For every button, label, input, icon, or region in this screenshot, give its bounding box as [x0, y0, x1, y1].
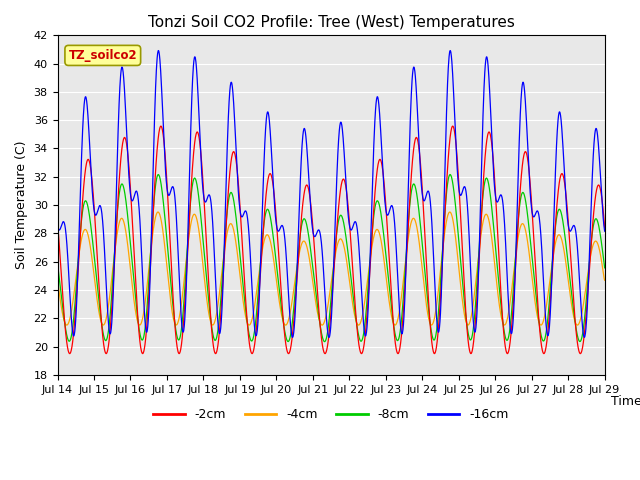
-16cm — [553, 137, 561, 143]
-8cm — [321, 339, 328, 345]
-2cm — [359, 347, 367, 353]
-16cm — [348, 227, 355, 233]
-8cm — [206, 311, 214, 317]
-2cm — [66, 351, 74, 357]
-8cm — [601, 265, 609, 271]
-16cm — [325, 335, 333, 340]
Text: TZ_soilco2: TZ_soilco2 — [68, 49, 137, 62]
-16cm — [207, 195, 214, 201]
Line: -8cm: -8cm — [58, 175, 605, 342]
-8cm — [347, 275, 355, 281]
-4cm — [54, 281, 61, 287]
-16cm — [568, 226, 576, 231]
-2cm — [54, 218, 61, 224]
Legend: -2cm, -4cm, -8cm, -16cm: -2cm, -4cm, -8cm, -16cm — [148, 403, 514, 426]
-16cm — [491, 183, 499, 189]
-4cm — [318, 322, 326, 328]
Line: -16cm: -16cm — [58, 50, 605, 337]
Line: -2cm: -2cm — [58, 126, 605, 354]
-16cm — [154, 48, 162, 53]
-2cm — [553, 204, 561, 210]
-8cm — [491, 232, 499, 238]
Y-axis label: Soil Temperature (C): Soil Temperature (C) — [15, 141, 28, 269]
-2cm — [491, 173, 499, 179]
-8cm — [54, 261, 61, 267]
-8cm — [359, 335, 367, 340]
-2cm — [157, 123, 164, 129]
X-axis label: Time: Time — [611, 395, 640, 408]
-2cm — [207, 313, 214, 319]
-8cm — [568, 294, 576, 300]
-16cm — [359, 315, 367, 321]
-8cm — [446, 172, 454, 178]
-4cm — [446, 209, 454, 215]
-4cm — [359, 310, 367, 316]
-2cm — [568, 274, 576, 280]
-4cm — [601, 277, 609, 283]
Title: Tonzi Soil CO2 Profile: Tree (West) Temperatures: Tonzi Soil CO2 Profile: Tree (West) Temp… — [148, 15, 515, 30]
-4cm — [553, 235, 561, 241]
-8cm — [553, 214, 561, 220]
-2cm — [601, 225, 609, 230]
-16cm — [601, 228, 609, 234]
-4cm — [206, 317, 214, 323]
Line: -4cm: -4cm — [58, 212, 605, 325]
-4cm — [347, 289, 355, 295]
-2cm — [348, 244, 355, 250]
-16cm — [54, 222, 61, 228]
-4cm — [568, 304, 576, 310]
-4cm — [491, 259, 499, 264]
